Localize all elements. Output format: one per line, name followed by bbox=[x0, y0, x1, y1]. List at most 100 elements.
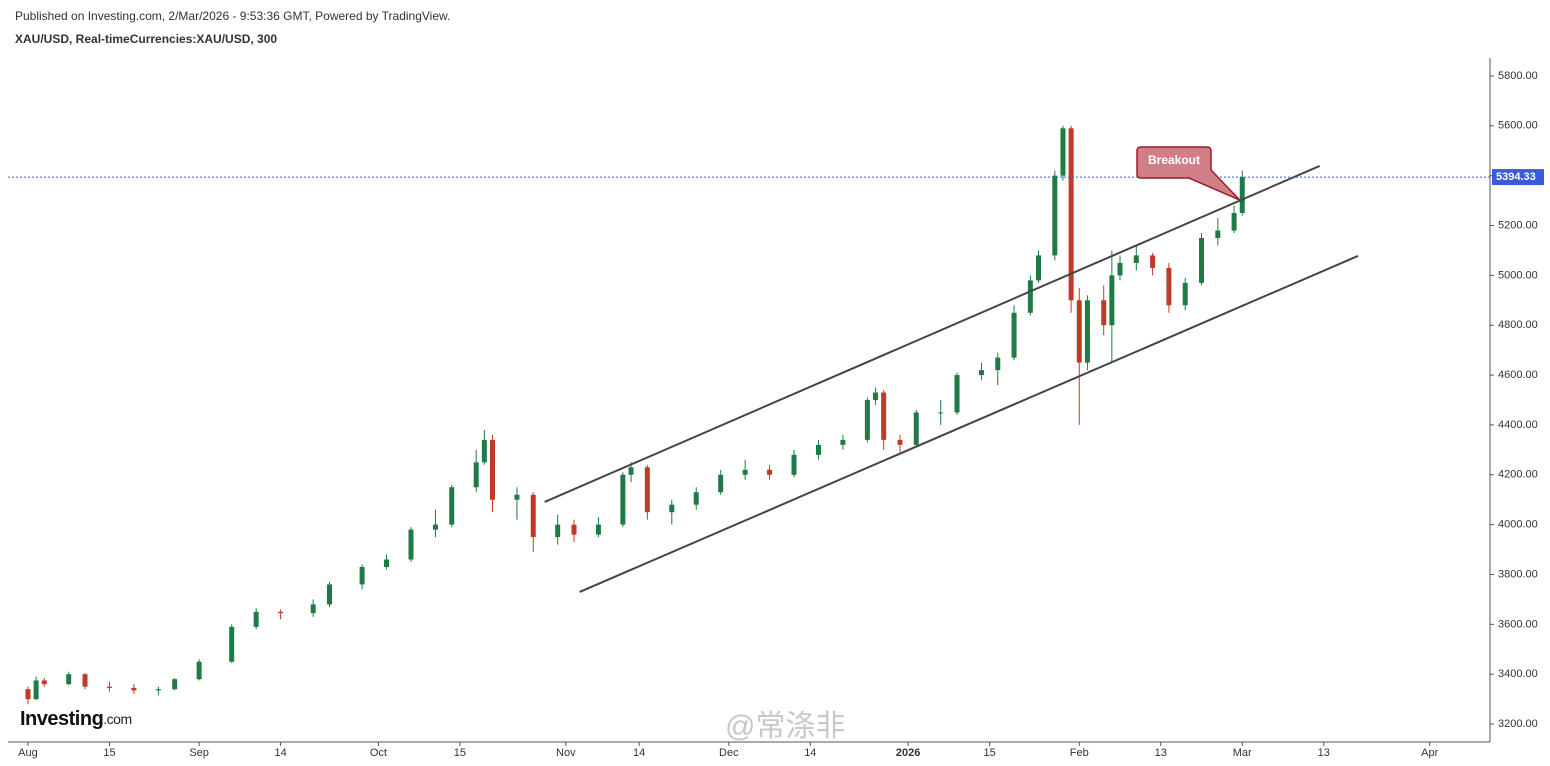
x-tick-label: Dec bbox=[719, 747, 739, 759]
y-tick-label: 3600.00 bbox=[1498, 618, 1538, 630]
candle-body bbox=[718, 474, 724, 493]
candle-body bbox=[278, 611, 284, 614]
candle-body bbox=[1052, 175, 1058, 256]
candle-body bbox=[1215, 230, 1221, 238]
candle-body bbox=[644, 467, 650, 513]
candle-body bbox=[620, 474, 626, 525]
candle-body bbox=[1027, 280, 1033, 313]
annotation-callout bbox=[1136, 146, 1241, 201]
candle-body bbox=[555, 524, 561, 538]
candle-body bbox=[473, 462, 479, 488]
x-tick-label: 2026 bbox=[896, 747, 920, 759]
y-tick-label: 4200.00 bbox=[1498, 469, 1538, 481]
candle-body bbox=[1133, 255, 1139, 263]
candle-body bbox=[897, 439, 903, 445]
candle-body bbox=[408, 529, 414, 560]
logo-main: Investing bbox=[20, 708, 103, 730]
header: Published on Investing.com, 2/Mar/2026 -… bbox=[15, 9, 450, 23]
candle-body bbox=[432, 524, 438, 530]
candle-body bbox=[693, 492, 699, 505]
y-tick-label: 4600.00 bbox=[1498, 369, 1538, 381]
y-tick-label: 4800.00 bbox=[1498, 319, 1538, 331]
x-tick-label: 14 bbox=[804, 747, 816, 759]
x-tick-label: Oct bbox=[370, 747, 387, 759]
candle-body bbox=[310, 604, 316, 614]
chart-title: XAU/USD, Real-timeCurrencies:XAU/USD, 30… bbox=[15, 32, 277, 46]
x-tick-label: Nov bbox=[556, 747, 576, 759]
x-tick-label: Aug bbox=[18, 747, 38, 759]
candle-body bbox=[449, 487, 455, 525]
candle-body bbox=[384, 559, 390, 568]
candle-body bbox=[1182, 282, 1188, 306]
candle-body bbox=[1150, 255, 1156, 268]
logo-suffix: .com bbox=[103, 711, 131, 727]
watermark: @常涤非 bbox=[725, 710, 845, 743]
candle-body bbox=[1060, 128, 1066, 176]
y-tick-label: 4000.00 bbox=[1498, 519, 1538, 531]
plot bbox=[25, 125, 1245, 705]
candle-body bbox=[791, 454, 797, 475]
x-tick-label: Apr bbox=[1421, 747, 1438, 759]
candle-body bbox=[767, 469, 773, 475]
candle-body bbox=[489, 439, 495, 500]
x-tick-label: 13 bbox=[1155, 747, 1167, 759]
y-tick-label: 5000.00 bbox=[1498, 269, 1538, 281]
candle-body bbox=[913, 412, 919, 445]
candle-body bbox=[1231, 213, 1237, 231]
candle-body bbox=[66, 674, 72, 685]
last-price-label: 5394.33 bbox=[1496, 171, 1536, 183]
x-tick-label: Mar bbox=[1233, 747, 1252, 759]
x-tick-label: Feb bbox=[1070, 747, 1089, 759]
candle-body bbox=[995, 357, 1001, 371]
candle-body bbox=[1239, 177, 1245, 214]
candle-body bbox=[1101, 300, 1107, 326]
candle-body bbox=[669, 504, 675, 513]
candle-body bbox=[41, 680, 47, 685]
annotation-text: Breakout bbox=[1148, 153, 1200, 167]
candle-body bbox=[359, 567, 365, 585]
candle-body bbox=[1117, 262, 1123, 276]
y-tick-label: 5800.00 bbox=[1498, 70, 1538, 82]
candle-body bbox=[840, 439, 846, 445]
y-tick-label: 3400.00 bbox=[1498, 668, 1538, 680]
x-tick-label: 14 bbox=[633, 747, 645, 759]
candle-body bbox=[978, 370, 984, 376]
last-price-badge bbox=[1492, 169, 1544, 186]
candle-body bbox=[1084, 300, 1090, 363]
candle-body bbox=[595, 524, 601, 535]
x-tick-label: 15 bbox=[454, 747, 466, 759]
candle-body bbox=[1076, 300, 1082, 363]
candle-body bbox=[742, 469, 748, 475]
candle-body bbox=[881, 392, 887, 440]
candle-body bbox=[481, 439, 487, 463]
candle-body bbox=[954, 375, 960, 413]
candle-body bbox=[1199, 237, 1205, 283]
candle-body bbox=[1109, 275, 1115, 326]
x-tick-label: 15 bbox=[103, 747, 115, 759]
candle-body bbox=[33, 680, 39, 700]
y-tick-label: 3800.00 bbox=[1498, 568, 1538, 580]
candle-body bbox=[514, 494, 520, 500]
y-tick-label: 3200.00 bbox=[1498, 718, 1538, 730]
candle-body bbox=[131, 687, 137, 691]
candle-body bbox=[815, 444, 821, 455]
candle-body bbox=[196, 661, 202, 680]
x-tick-label: 15 bbox=[983, 747, 995, 759]
candle-body bbox=[82, 674, 88, 687]
candle-body bbox=[1011, 312, 1017, 358]
candle-body bbox=[571, 524, 577, 535]
candle-body bbox=[1166, 267, 1172, 306]
candle-body bbox=[1068, 128, 1074, 301]
y-tick-label: 5200.00 bbox=[1498, 219, 1538, 231]
candle-body bbox=[229, 626, 235, 662]
trend-line bbox=[544, 165, 1321, 503]
candle-body bbox=[1036, 255, 1042, 281]
candle-body bbox=[530, 494, 536, 538]
candle-body bbox=[106, 686, 112, 688]
candle-body bbox=[25, 689, 31, 700]
candle-body bbox=[155, 689, 161, 691]
candle-body bbox=[628, 467, 634, 475]
candle-body bbox=[873, 392, 879, 400]
